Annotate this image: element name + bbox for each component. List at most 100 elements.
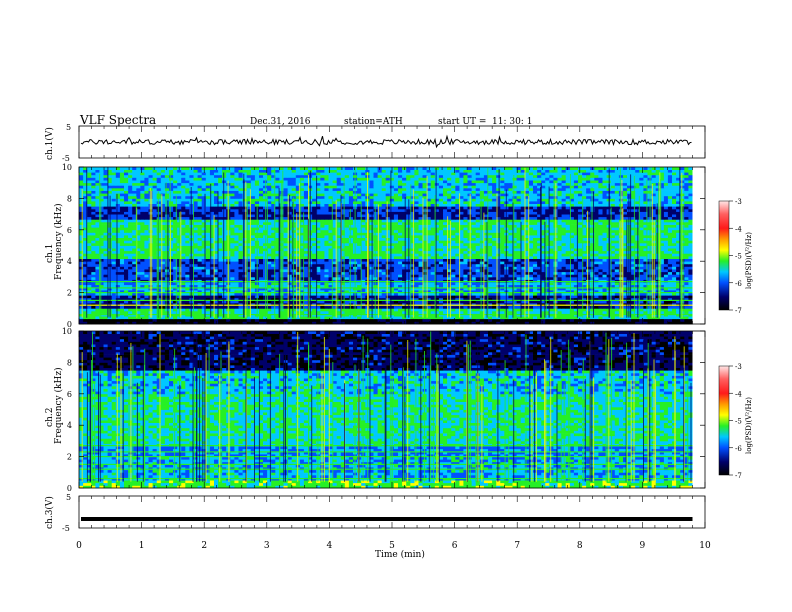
spec-cell — [115, 250, 121, 254]
spec-cell — [214, 321, 219, 325]
spec-cell — [479, 295, 485, 299]
spec-cell — [545, 310, 550, 314]
spec-cell — [361, 297, 366, 301]
spec-cell — [557, 297, 562, 301]
spec-cell — [128, 261, 133, 265]
spec-cell — [447, 321, 452, 325]
spec-cell — [402, 256, 407, 259]
spec-cell — [283, 300, 288, 304]
spec-cell — [299, 292, 305, 296]
spec-cell — [185, 290, 190, 293]
spec-cell — [87, 253, 92, 257]
spec-cell — [684, 245, 689, 249]
spec-cell — [91, 287, 96, 291]
spec-cell — [361, 256, 366, 259]
spec-cell — [438, 263, 444, 267]
spec-cell — [451, 295, 456, 299]
spec-cell — [385, 256, 391, 259]
spec-cell — [324, 316, 329, 320]
spec-cell — [152, 253, 158, 257]
spec-cell — [214, 284, 219, 288]
spec-cell — [181, 318, 186, 322]
spec-cell — [573, 295, 579, 299]
spec-cell — [230, 295, 235, 299]
spec-cell — [500, 287, 505, 291]
spec-cell — [115, 242, 121, 246]
spec-cell — [193, 256, 198, 259]
spec-cell — [639, 242, 644, 246]
spec-cell — [398, 237, 403, 241]
spec-cell — [119, 269, 125, 273]
spec-cell — [181, 297, 186, 301]
spec-cell — [561, 248, 567, 252]
spec-cell — [418, 287, 423, 291]
spec-cell — [312, 305, 317, 309]
spec-cell — [463, 292, 468, 296]
spec-cell — [128, 321, 133, 325]
spec-cell — [119, 245, 125, 249]
spec-cell — [537, 318, 542, 322]
spec-cell — [193, 295, 198, 299]
spec-cell — [398, 316, 403, 320]
spec-cell — [418, 290, 423, 293]
spec-cell — [169, 248, 174, 252]
spec-cell — [250, 274, 256, 278]
spec-cell — [128, 253, 133, 257]
spec-cell — [91, 271, 96, 275]
spec-cell — [586, 290, 591, 293]
spec-cell — [357, 305, 362, 309]
spec-cell — [672, 274, 677, 278]
spec-cell — [283, 271, 288, 275]
spec-cell — [430, 305, 436, 309]
spec-cell — [87, 242, 92, 246]
spec-cell — [631, 287, 636, 291]
spec-cell — [152, 287, 158, 291]
spec-cell — [250, 287, 256, 291]
spec-cell — [438, 261, 444, 265]
spec-cell — [667, 305, 673, 309]
spec-cell — [230, 274, 235, 278]
spec-cell — [471, 269, 477, 273]
spec-cell — [528, 287, 534, 291]
spec-cell — [488, 316, 493, 320]
spec-cell — [565, 271, 571, 275]
spec-cell — [557, 287, 562, 291]
spec-cell — [173, 274, 178, 278]
spec-cell — [418, 261, 423, 265]
spec-cell — [132, 316, 137, 320]
spec-cell — [250, 248, 256, 252]
spec-cell — [451, 287, 456, 291]
spec-cell — [193, 284, 198, 288]
spec-cell — [410, 318, 415, 322]
spec-cell — [455, 300, 460, 304]
spec-cell — [578, 261, 583, 265]
spec-cell — [124, 258, 129, 262]
spec-cell — [492, 287, 497, 291]
spec-cell — [598, 276, 603, 280]
spec-cell — [246, 290, 252, 293]
spec-cell — [373, 290, 378, 293]
spec-cell — [492, 295, 497, 299]
spec-cell — [344, 316, 350, 320]
spec-cell — [516, 269, 522, 273]
spec-cell — [533, 250, 538, 254]
spec-cell — [488, 261, 493, 265]
spec-cell — [340, 287, 346, 291]
spec-cell — [430, 300, 436, 304]
spec-cell — [83, 284, 88, 288]
spec-cell — [557, 316, 562, 320]
spec-cell — [348, 308, 354, 312]
spec-cell — [643, 305, 648, 309]
spec-cell — [684, 308, 689, 312]
spec-cell — [303, 261, 309, 265]
spec-cell — [234, 318, 239, 322]
spec-cell — [373, 266, 378, 270]
spec-cell — [303, 287, 309, 291]
spec-cell — [218, 310, 223, 314]
spec-cell — [520, 295, 526, 299]
spec-cell — [557, 292, 562, 296]
spec-cell — [320, 318, 325, 322]
spec-cell — [667, 287, 673, 291]
spec-cell — [508, 287, 513, 291]
spec-cell — [471, 258, 477, 262]
